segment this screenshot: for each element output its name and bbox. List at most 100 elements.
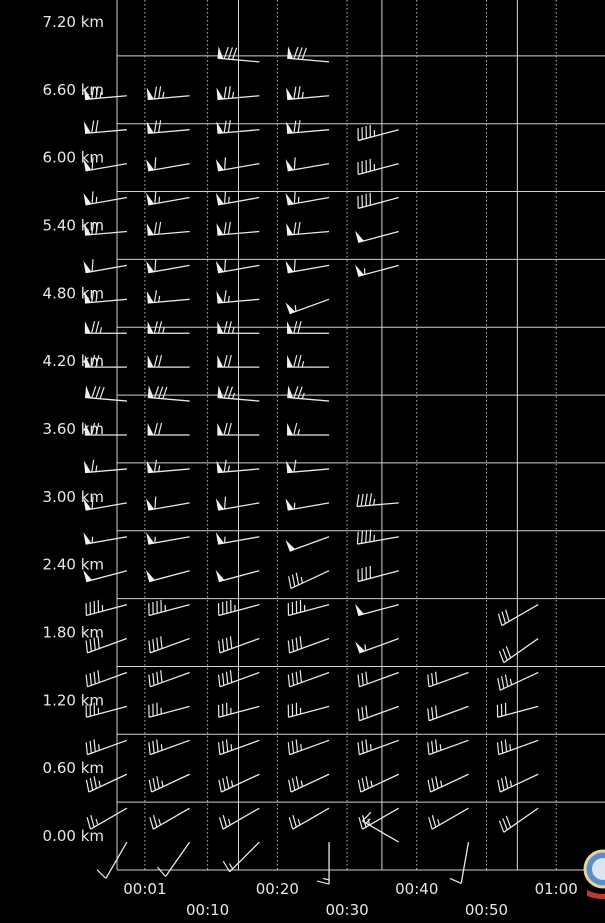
wind-barb bbox=[358, 193, 399, 209]
barb-feather bbox=[92, 121, 94, 133]
barb-feather bbox=[289, 817, 292, 829]
barb-feather bbox=[294, 47, 298, 59]
barb-staff bbox=[499, 740, 538, 754]
barb-feather bbox=[159, 387, 163, 399]
barb-staff bbox=[287, 96, 329, 100]
barb-feather bbox=[361, 494, 363, 506]
barb-feather bbox=[450, 878, 461, 883]
barb-feather bbox=[223, 639, 224, 651]
barb-staff bbox=[91, 808, 127, 829]
barb-feather bbox=[91, 815, 94, 827]
barb-pennant bbox=[286, 159, 294, 171]
wind-barb bbox=[216, 222, 259, 235]
barb-pennant bbox=[146, 498, 154, 510]
barb-feather bbox=[223, 815, 226, 827]
barb-feather bbox=[86, 780, 88, 792]
barb-half-feather bbox=[228, 466, 229, 472]
barb-pennant bbox=[85, 385, 91, 397]
wind-barb bbox=[216, 259, 259, 273]
barb-feather bbox=[432, 778, 434, 790]
barb-feather bbox=[96, 387, 100, 399]
barb-feather bbox=[92, 460, 94, 472]
wind-barb bbox=[216, 290, 259, 303]
barb-staff bbox=[288, 605, 329, 616]
barb-staff bbox=[150, 672, 189, 686]
barb-pennant bbox=[216, 261, 224, 273]
barb-feather bbox=[155, 497, 156, 509]
barb-feather bbox=[296, 739, 297, 751]
wind-barb bbox=[288, 636, 329, 653]
barb-half-feather bbox=[159, 296, 160, 302]
wind-barb bbox=[149, 739, 190, 754]
barb-pennant bbox=[85, 321, 91, 333]
barb-feather bbox=[366, 739, 367, 751]
wind-barb bbox=[84, 120, 127, 133]
wind-barb bbox=[87, 808, 127, 829]
barb-feather bbox=[94, 776, 96, 788]
barb-staff bbox=[85, 469, 127, 473]
wind-barb bbox=[358, 739, 399, 754]
barb-feather bbox=[150, 817, 153, 829]
barb-staff bbox=[358, 231, 399, 242]
wind-barb bbox=[83, 191, 126, 205]
barb-feather bbox=[298, 222, 300, 234]
barb-half-feather bbox=[96, 466, 97, 472]
wind-barb bbox=[147, 460, 190, 473]
barb-feather bbox=[294, 121, 296, 133]
barb-feather bbox=[294, 222, 296, 234]
barb-staff bbox=[358, 164, 399, 175]
barb-feather bbox=[428, 742, 429, 754]
barb-feather bbox=[369, 493, 371, 505]
barb-feather bbox=[100, 387, 104, 399]
barb-feather bbox=[225, 157, 226, 169]
barb-pennant bbox=[216, 570, 225, 582]
barb-half-feather bbox=[162, 781, 163, 787]
barb-feather bbox=[296, 672, 297, 684]
wind-barb bbox=[216, 570, 260, 582]
barb-feather bbox=[296, 776, 298, 788]
y-tick-label: 3.60 km bbox=[43, 420, 104, 438]
barb-pennant bbox=[287, 355, 293, 367]
barb-feather bbox=[302, 48, 306, 60]
barb-staff bbox=[220, 740, 259, 754]
barb-staff bbox=[359, 672, 398, 686]
barb-feather bbox=[223, 741, 224, 753]
wind-barb bbox=[216, 532, 259, 544]
barb-staff bbox=[287, 231, 329, 235]
barb-staff bbox=[429, 706, 468, 720]
barb-layer bbox=[83, 46, 538, 884]
wind-barb bbox=[357, 530, 398, 545]
wind-barb bbox=[289, 571, 329, 589]
barb-pennant bbox=[355, 231, 364, 243]
barb-half-feather bbox=[232, 781, 233, 787]
wind-barb bbox=[148, 423, 190, 435]
barb-feather bbox=[153, 741, 154, 753]
barb-half-feather bbox=[301, 577, 302, 583]
barb-half-feather bbox=[302, 361, 304, 367]
barb-staff bbox=[148, 469, 190, 473]
barb-staff bbox=[290, 537, 329, 551]
y-tick-label: 6.00 km bbox=[43, 149, 104, 167]
barb-feather bbox=[357, 532, 358, 544]
barb-staff bbox=[358, 571, 399, 582]
barb-feather bbox=[230, 636, 231, 648]
barb-half-feather bbox=[323, 878, 329, 880]
y-tick-label: 2.40 km bbox=[43, 556, 104, 574]
barb-feather bbox=[228, 120, 230, 132]
barb-feather bbox=[159, 86, 161, 98]
barb-feather bbox=[153, 673, 154, 685]
wind-barb bbox=[286, 120, 329, 133]
barb-feather bbox=[292, 639, 293, 651]
wind-barb bbox=[357, 493, 399, 506]
wind-barb bbox=[355, 639, 399, 653]
barb-feather bbox=[366, 776, 368, 788]
barb-pennant bbox=[146, 532, 154, 544]
wind-barb bbox=[216, 191, 259, 205]
barb-feather bbox=[498, 780, 500, 792]
x-tick-label: 00:50 bbox=[465, 901, 508, 919]
barb-staff bbox=[287, 58, 329, 62]
barb-half-feather bbox=[228, 296, 229, 302]
barb-staff bbox=[150, 740, 189, 754]
barb-pennant bbox=[218, 46, 224, 58]
barb-staff bbox=[290, 740, 329, 754]
